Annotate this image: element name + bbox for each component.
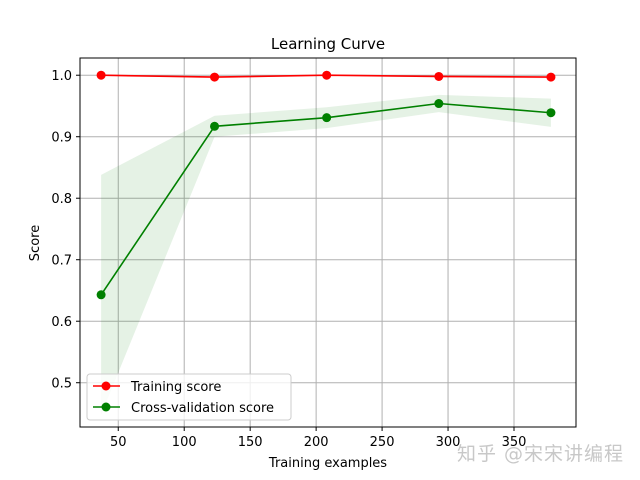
score-lines [96, 70, 556, 300]
y-tick-label: 0.7 [51, 254, 72, 269]
x-tick-label: 250 [370, 435, 395, 450]
training-score-point [546, 72, 556, 82]
cv-score-point [434, 99, 444, 109]
y-tick-label: 0.8 [51, 192, 72, 207]
training-score-point [322, 70, 332, 80]
x-tick-label: 150 [238, 435, 263, 450]
x-tick-label: 350 [502, 435, 527, 450]
training-score-point [434, 71, 444, 81]
legend-label-training: Training score [130, 380, 221, 395]
x-tick-label: 100 [172, 435, 197, 450]
chart-title: Learning Curve [271, 35, 385, 53]
legend-box [86, 373, 292, 421]
y-tick-label: 0.9 [51, 131, 72, 146]
cv-score-point [96, 290, 106, 300]
x-axis-ticks: 50 100 150 200 250 300 350 [110, 427, 526, 450]
y-tick-label: 0.6 [51, 315, 72, 330]
legend-marker-cv [101, 402, 111, 412]
cv-score-point [210, 121, 220, 131]
x-tick-label: 300 [436, 435, 461, 450]
x-tick-label: 200 [304, 435, 329, 450]
legend-label-cv: Cross-validation score [131, 401, 274, 416]
plot-frame [79, 57, 577, 428]
y-tick-label: 0.5 [51, 377, 72, 392]
y-axis-label: Score [28, 225, 43, 261]
legend-marker-training [101, 381, 111, 391]
x-tick-label: 50 [110, 435, 127, 450]
x-axis-label: Training examples [268, 456, 387, 471]
legend: Training score Cross-validation score [86, 373, 292, 421]
training-score-point [96, 70, 106, 80]
cv-score-band [101, 94, 551, 415]
cv-score-point [546, 108, 556, 118]
watermark-text: 知乎 @宋宋讲编程 [456, 443, 624, 465]
y-axis-ticks: 0.5 0.6 0.7 0.8 0.9 1.0 [51, 69, 80, 392]
cv-score-point [322, 113, 332, 123]
score-bands [101, 75, 551, 415]
y-tick-label: 1.0 [51, 69, 72, 84]
training-score-point [210, 72, 220, 82]
